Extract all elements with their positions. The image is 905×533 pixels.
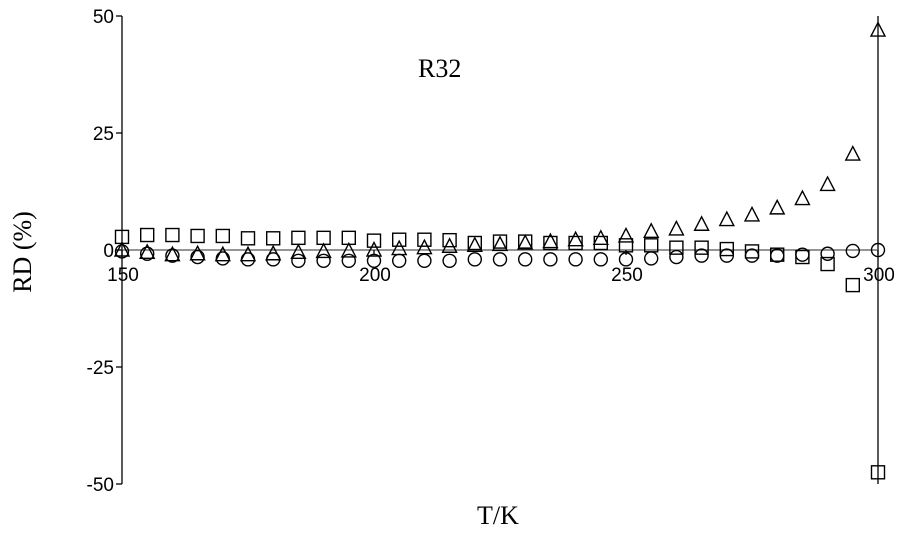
circle-marker (190, 249, 205, 265)
square-marker (870, 465, 886, 480)
square-marker (215, 228, 231, 244)
circle-marker (165, 248, 180, 263)
x-tick-label: 150 (107, 265, 139, 286)
triangle-marker (819, 175, 836, 192)
square-marker (694, 240, 709, 255)
triangle-marker (290, 243, 307, 260)
circle-marker (341, 253, 356, 268)
triangle-marker (315, 242, 332, 259)
square-marker (417, 232, 432, 247)
circle-marker (845, 243, 860, 259)
triangle-marker (869, 21, 887, 37)
x-tick-label: 250 (611, 265, 643, 286)
data-points (113, 21, 887, 480)
circle-marker (492, 252, 508, 267)
y-tick-label: -25 (87, 358, 114, 379)
x-axis-ticks: 150 200 250 300 (107, 250, 895, 286)
y-axis-ticks: 50 25 0 -25 -50 (87, 7, 122, 496)
square-marker (669, 240, 684, 255)
square-marker (240, 231, 256, 246)
x-axis-title: T/K (477, 501, 519, 530)
circle-marker (870, 242, 886, 258)
triangle-marker (769, 198, 786, 215)
square-marker (366, 233, 382, 248)
y-tick-label: 50 (93, 7, 114, 28)
triangle-marker (643, 222, 660, 238)
circle-marker (291, 253, 306, 268)
triangle-marker (113, 240, 131, 257)
y-tick-label: 0 (103, 241, 114, 262)
y-tick-label: 25 (93, 124, 114, 145)
triangle-marker (239, 245, 257, 262)
square-marker (442, 232, 457, 248)
triangle-marker (567, 230, 584, 247)
circle-marker (114, 244, 130, 259)
triangle-marker (617, 226, 635, 243)
square-marker (392, 232, 407, 247)
triangle-marker (743, 205, 761, 222)
triangle-marker (668, 219, 685, 236)
square-marker (744, 244, 760, 259)
circle-marker (618, 252, 634, 267)
x-tick-label: 200 (359, 265, 391, 286)
triangle-marker (592, 229, 609, 246)
triangle-marker (542, 232, 559, 249)
triangle-marker (189, 244, 206, 261)
y-axis-title: RD (%) (8, 211, 37, 293)
triangle-marker (265, 244, 282, 261)
circle-marker (316, 253, 331, 268)
triangle-marker (466, 236, 483, 253)
chart-annotation: R32 (418, 54, 461, 83)
circle-marker (795, 247, 810, 262)
circle-marker (744, 248, 760, 263)
circle-marker (467, 252, 482, 267)
circle-marker (442, 253, 457, 268)
square-marker (543, 235, 558, 251)
triangle-marker (441, 237, 458, 253)
square-marker (719, 241, 734, 257)
triangle-marker (164, 245, 181, 262)
x-tick-label: 300 (863, 265, 895, 286)
triangle-marker (340, 241, 357, 258)
triangle-marker (139, 243, 156, 260)
triangle-marker (365, 240, 383, 257)
square-marker (139, 227, 155, 243)
square-marker (845, 277, 860, 293)
square-marker (165, 227, 180, 243)
square-marker (618, 238, 634, 253)
triangle-marker (416, 238, 433, 255)
triangle-marker (391, 239, 408, 256)
triangle-marker (693, 215, 710, 231)
triangle-marker (214, 245, 231, 262)
circle-marker (820, 246, 835, 261)
circle-marker (139, 246, 155, 261)
triangle-marker (844, 145, 861, 161)
square-marker (190, 228, 205, 244)
circle-marker (669, 249, 684, 265)
triangle-marker (517, 233, 534, 250)
circle-marker (543, 252, 558, 267)
square-marker (568, 235, 583, 251)
square-marker (492, 234, 508, 249)
triangle-marker (718, 210, 735, 227)
circle-marker (719, 248, 734, 263)
circle-marker (694, 248, 709, 263)
triangle-marker (794, 189, 811, 206)
y-tick-label: -50 (87, 475, 114, 496)
circle-marker (644, 251, 659, 266)
square-marker (820, 256, 835, 272)
circle-marker (593, 252, 608, 267)
circle-marker (770, 248, 785, 263)
circle-marker (518, 252, 533, 267)
triangle-marker (491, 235, 509, 252)
circle-marker (366, 253, 382, 268)
circle-marker (568, 252, 583, 267)
